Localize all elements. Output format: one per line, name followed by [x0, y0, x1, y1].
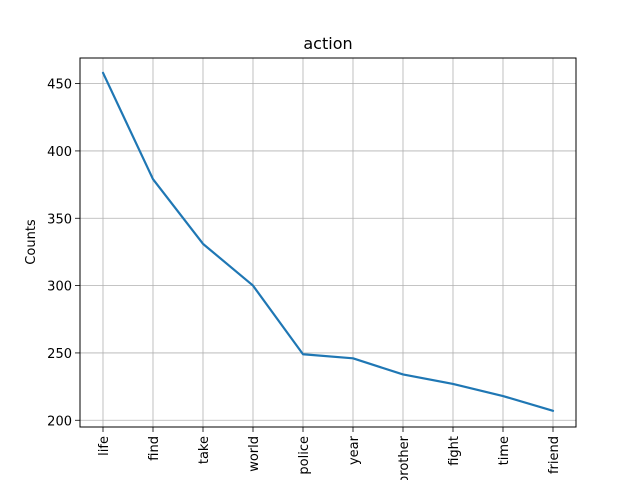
x-tick-label: friend [547, 436, 562, 474]
x-tick-label: life [97, 436, 112, 456]
x-tick-label: year [347, 435, 362, 465]
grid [80, 58, 576, 427]
chart-title: action [303, 34, 352, 53]
y-tick-label: 200 [47, 414, 72, 429]
y-axis-label: Counts [24, 219, 39, 265]
y-tick-label: 300 [47, 280, 72, 295]
x-tick-label: police [297, 436, 312, 475]
series-line-counts [101, 71, 555, 412]
x-tick-label: fight [447, 436, 462, 466]
y-tick-label: 400 [47, 145, 72, 160]
x-tick-label: take [197, 436, 212, 464]
series [101, 71, 555, 412]
ticks: life find take world police year brother fight t… [47, 78, 562, 480]
y-tick-label: 250 [47, 347, 72, 362]
y-tick-label: 350 [47, 212, 72, 227]
plot-frame [79, 57, 577, 428]
x-tick-label: brother [397, 435, 412, 480]
x-tick-label: time [497, 436, 512, 465]
x-tick-label: world [247, 436, 262, 472]
x-tick-label: find [147, 436, 162, 461]
y-tick-label: 450 [47, 78, 72, 93]
